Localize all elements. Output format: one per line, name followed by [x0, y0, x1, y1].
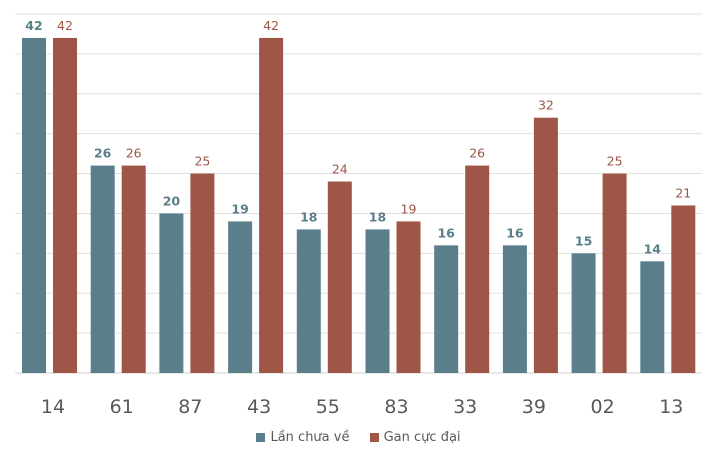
x-tick-label: 39: [522, 396, 546, 418]
data-label: 14: [644, 241, 662, 256]
data-label: 20: [163, 193, 181, 208]
bar: [640, 261, 665, 373]
data-label: 25: [194, 154, 210, 169]
bar: [465, 165, 490, 373]
bar: [396, 221, 421, 373]
data-label: 26: [126, 146, 142, 161]
data-label: 32: [538, 98, 554, 113]
bar: [121, 165, 146, 373]
data-label: 24: [332, 162, 348, 177]
bar: [671, 205, 696, 373]
x-tick-label: 83: [384, 396, 408, 418]
data-label: 16: [437, 225, 455, 240]
data-label: 26: [469, 146, 485, 161]
bar: [90, 165, 115, 373]
bar-chart: 42 42 14 26 26 61 20 25 87 19 42 43 18 24 55 18 19 83 16 26…: [15, 13, 702, 418]
data-label: 15: [575, 233, 592, 248]
bar: [533, 117, 558, 373]
data-label: 18: [300, 209, 317, 224]
legend-swatch: [256, 433, 266, 442]
data-label: 26: [94, 146, 112, 161]
legend-swatch: [369, 433, 379, 442]
bar: [327, 181, 352, 373]
bar: [434, 245, 459, 373]
bar: [190, 173, 215, 373]
x-tick-label: 87: [178, 396, 202, 418]
legend-label: Lần chưa về: [270, 430, 350, 445]
data-label: 16: [506, 225, 524, 240]
bar: [22, 37, 46, 373]
x-tick-label: 13: [659, 396, 683, 418]
data-label: 19: [231, 201, 248, 216]
data-label: 18: [369, 209, 386, 224]
data-label: 19: [401, 201, 417, 216]
bar: [365, 229, 390, 373]
bar: [228, 221, 253, 373]
legend-item-gan-cuc-dai: Gan cực đại: [369, 430, 461, 445]
bar: [259, 37, 284, 373]
bar: [502, 245, 527, 373]
x-tick-label: 02: [591, 396, 615, 418]
x-tick-label: 33: [453, 396, 477, 418]
data-label: 21: [675, 185, 691, 200]
x-tick-label: 43: [247, 396, 271, 418]
legend-label: Gan cực đại: [383, 430, 461, 445]
bar: [571, 253, 596, 373]
bar: [53, 37, 77, 373]
x-tick-label: 61: [110, 396, 134, 418]
data-label: 42: [263, 18, 279, 33]
data-label: 42: [25, 18, 42, 33]
x-tick-label: 55: [316, 396, 340, 418]
legend: Lần chưa về Gan cực đại: [0, 430, 717, 446]
bar: [159, 213, 184, 373]
x-tick-label: 14: [41, 396, 65, 418]
data-label: 42: [57, 18, 73, 33]
data-label: 25: [607, 154, 623, 169]
legend-item-lan-chua-ve: Lần chưa về: [256, 430, 349, 445]
bar: [602, 173, 627, 373]
bar: [296, 229, 321, 373]
